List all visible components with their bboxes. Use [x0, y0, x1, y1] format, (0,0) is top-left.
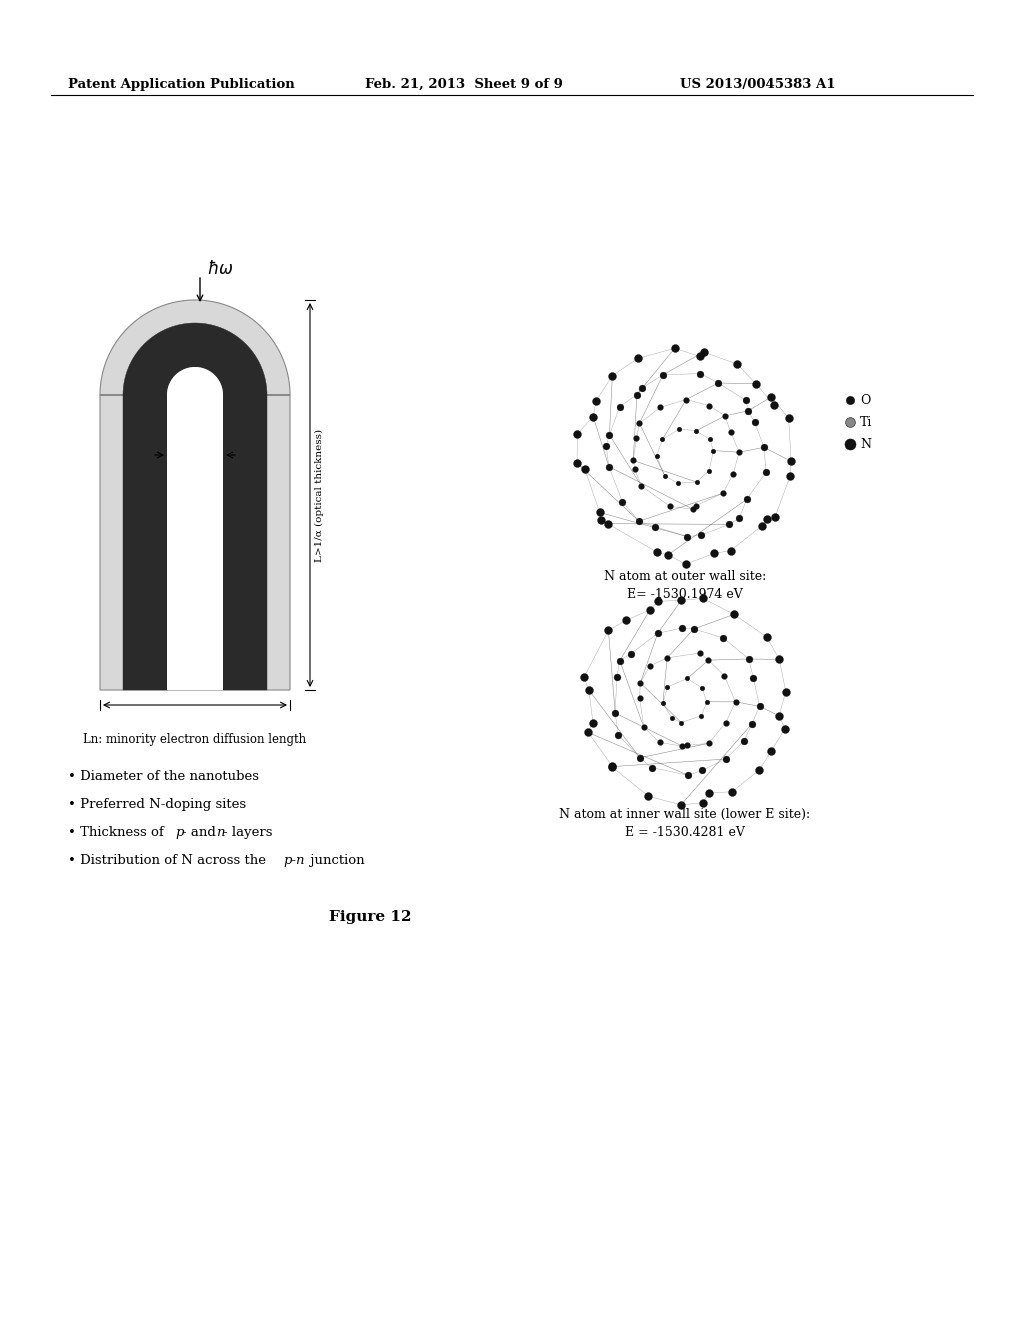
Text: US 2013/0045383 A1: US 2013/0045383 A1: [680, 78, 836, 91]
Text: Patent Application Publication: Patent Application Publication: [68, 78, 295, 91]
Text: junction: junction: [306, 854, 365, 867]
Text: p: p: [175, 826, 183, 840]
Text: L>1/α (optical thickness): L>1/α (optical thickness): [315, 429, 325, 561]
Text: n: n: [216, 826, 224, 840]
Text: N: N: [860, 437, 871, 450]
Polygon shape: [100, 300, 290, 690]
Text: Ln: minority electron diffusion length: Ln: minority electron diffusion length: [83, 733, 306, 746]
Text: • Diameter of the nanotubes: • Diameter of the nanotubes: [68, 770, 259, 783]
Text: $\hbar\omega$: $\hbar\omega$: [207, 260, 233, 279]
Polygon shape: [123, 395, 167, 690]
Text: Figure 12: Figure 12: [329, 909, 412, 924]
Text: N atom at outer wall site:: N atom at outer wall site:: [604, 570, 766, 583]
Polygon shape: [167, 367, 223, 690]
Polygon shape: [123, 323, 267, 395]
Text: Ti: Ti: [860, 416, 872, 429]
Text: - layers: - layers: [223, 826, 272, 840]
Text: • Distribution of N across the: • Distribution of N across the: [68, 854, 270, 867]
Text: N atom at inner wall site (lower E site):: N atom at inner wall site (lower E site)…: [559, 808, 811, 821]
Text: E= -1530.1974 eV: E= -1530.1974 eV: [627, 587, 742, 601]
Text: d: d: [190, 433, 200, 447]
Polygon shape: [223, 395, 267, 690]
Text: • Thickness of: • Thickness of: [68, 826, 168, 840]
Text: E = -1530.4281 eV: E = -1530.4281 eV: [625, 826, 744, 840]
Text: p-n: p-n: [283, 854, 304, 867]
Text: O: O: [860, 393, 870, 407]
Text: - and: - and: [182, 826, 220, 840]
Text: • Preferred N-doping sites: • Preferred N-doping sites: [68, 799, 246, 810]
Text: Feb. 21, 2013  Sheet 9 of 9: Feb. 21, 2013 Sheet 9 of 9: [365, 78, 563, 91]
